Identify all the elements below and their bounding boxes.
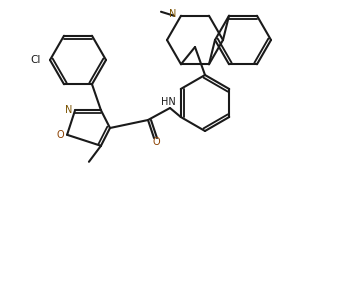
Text: N: N [65, 105, 73, 115]
Text: HN: HN [160, 97, 175, 107]
Text: O: O [56, 130, 64, 140]
Text: N: N [169, 9, 177, 19]
Text: Cl: Cl [31, 55, 41, 65]
Text: O: O [152, 137, 160, 147]
